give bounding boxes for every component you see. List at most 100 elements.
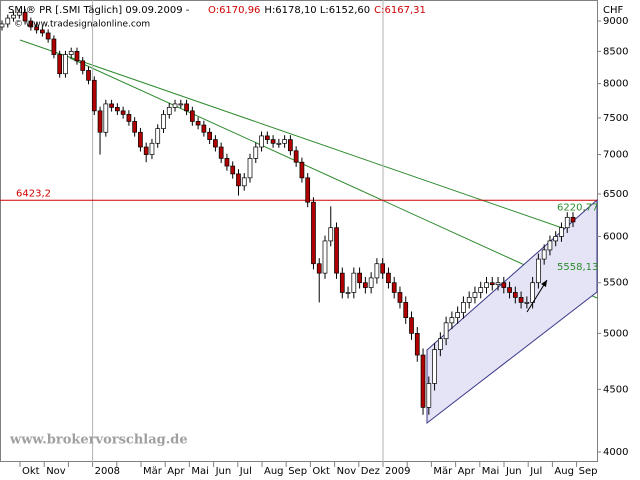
candle-body xyxy=(449,317,455,324)
candle-body xyxy=(426,383,432,408)
y-tick-label: 7000 xyxy=(603,150,628,161)
candle-body xyxy=(22,11,28,22)
candle-body xyxy=(518,297,524,303)
candle-body xyxy=(322,240,328,274)
candle-body xyxy=(368,277,374,288)
plot-area xyxy=(0,0,598,462)
candle-body xyxy=(443,322,449,340)
candle-body xyxy=(103,103,109,133)
x-tick-label: 2008 xyxy=(95,466,120,477)
candle-body xyxy=(276,142,282,145)
x-tick-label: Aug xyxy=(264,466,284,477)
candle-body xyxy=(230,165,236,175)
candle-body xyxy=(115,107,120,112)
candle-body xyxy=(507,287,512,293)
x-tick-label: 2009 xyxy=(385,466,410,477)
candle-body xyxy=(305,177,311,203)
header-quote: H:6178,10 L:6152,60 xyxy=(264,5,370,16)
candle-body xyxy=(559,227,564,237)
candle-body xyxy=(97,110,103,133)
candle-body xyxy=(63,54,68,75)
header-quote: O:6170,96 xyxy=(208,5,260,16)
x-tick-label: Apr xyxy=(458,466,476,477)
candle-body xyxy=(564,216,570,229)
candle-body xyxy=(351,272,357,293)
header-title: SMI® PR [.SMI Täglich] 09.09.2009 - xyxy=(8,5,190,16)
candle-body xyxy=(149,142,155,155)
candle-body xyxy=(184,103,189,112)
x-tick-label: Dez xyxy=(361,466,380,477)
y-tick-label: 9000 xyxy=(603,16,628,27)
y-tick-label: 7500 xyxy=(603,113,628,124)
candle-body xyxy=(57,54,63,75)
candle-body xyxy=(339,272,345,293)
candle-body xyxy=(236,173,241,187)
candle-body xyxy=(409,317,414,334)
candle-body xyxy=(166,107,172,115)
candle-body xyxy=(259,135,264,148)
candle-body xyxy=(213,139,218,148)
candle-body xyxy=(195,121,201,126)
candle-body xyxy=(316,263,322,274)
header-quote: C:6167,31 xyxy=(374,5,426,16)
candle-body xyxy=(161,114,166,129)
candle-body xyxy=(5,17,11,25)
reference-label: 6423,2 xyxy=(16,188,51,199)
y-tick-label: 5500 xyxy=(603,278,628,289)
candle-body xyxy=(374,263,380,279)
x-tick-label: Jun xyxy=(505,466,522,477)
candle-body xyxy=(270,139,276,144)
candle-body xyxy=(45,32,51,40)
level-label: 5558,13 xyxy=(557,262,598,273)
candle-body xyxy=(311,201,316,265)
candle-body xyxy=(466,297,472,303)
candle-body xyxy=(28,20,34,28)
x-tick-label: Nov xyxy=(46,466,66,477)
candle-body xyxy=(126,114,132,122)
candle-body xyxy=(51,38,57,55)
candle-body xyxy=(109,103,114,108)
x-tick-label: Mai xyxy=(482,466,500,477)
candle-body xyxy=(536,258,541,284)
candle-body xyxy=(524,302,530,304)
x-tick-label: Jun xyxy=(215,466,232,477)
candle-body xyxy=(155,128,161,144)
x-tick-label: Aug xyxy=(554,466,574,477)
level-label: 6220,77 xyxy=(557,202,598,213)
candle-body xyxy=(293,150,299,163)
trend-line xyxy=(19,39,598,241)
candle-body xyxy=(189,110,195,122)
y-tick-label: 8500 xyxy=(603,46,628,57)
candle-body xyxy=(11,14,16,19)
candle-body xyxy=(397,292,403,303)
y-tick-label: 8000 xyxy=(603,79,628,90)
copyright: © www.tradesignalonline.com xyxy=(14,20,150,30)
candle-body xyxy=(414,333,420,356)
candle-body xyxy=(357,272,362,284)
y-tick-label: 6500 xyxy=(603,189,628,200)
candle-body xyxy=(299,161,305,179)
candle-body xyxy=(553,236,559,242)
candle-body xyxy=(138,131,143,148)
x-tick-label: Sep xyxy=(579,466,598,477)
y-tick-label: 5000 xyxy=(603,328,628,339)
candle-body xyxy=(437,338,443,350)
candle-body xyxy=(455,312,460,319)
x-tick-label: Nov xyxy=(337,466,357,477)
trend-line xyxy=(69,57,598,299)
candle-body xyxy=(132,121,138,133)
candle-body xyxy=(247,158,253,179)
candle-body xyxy=(501,282,507,288)
candle-body xyxy=(143,146,149,155)
x-tick-label: Okt xyxy=(22,466,40,477)
candle-body xyxy=(207,131,212,140)
candle-body xyxy=(541,249,547,260)
x-tick-label: Okt xyxy=(312,466,330,477)
candle-body xyxy=(120,110,126,115)
candle-body xyxy=(201,124,207,133)
candle-body xyxy=(570,216,576,223)
candle-body xyxy=(530,282,535,303)
watermark: www.brokervorschlag.de xyxy=(9,433,188,448)
candle-body xyxy=(472,292,478,298)
y-tick-label: 4500 xyxy=(603,384,628,395)
